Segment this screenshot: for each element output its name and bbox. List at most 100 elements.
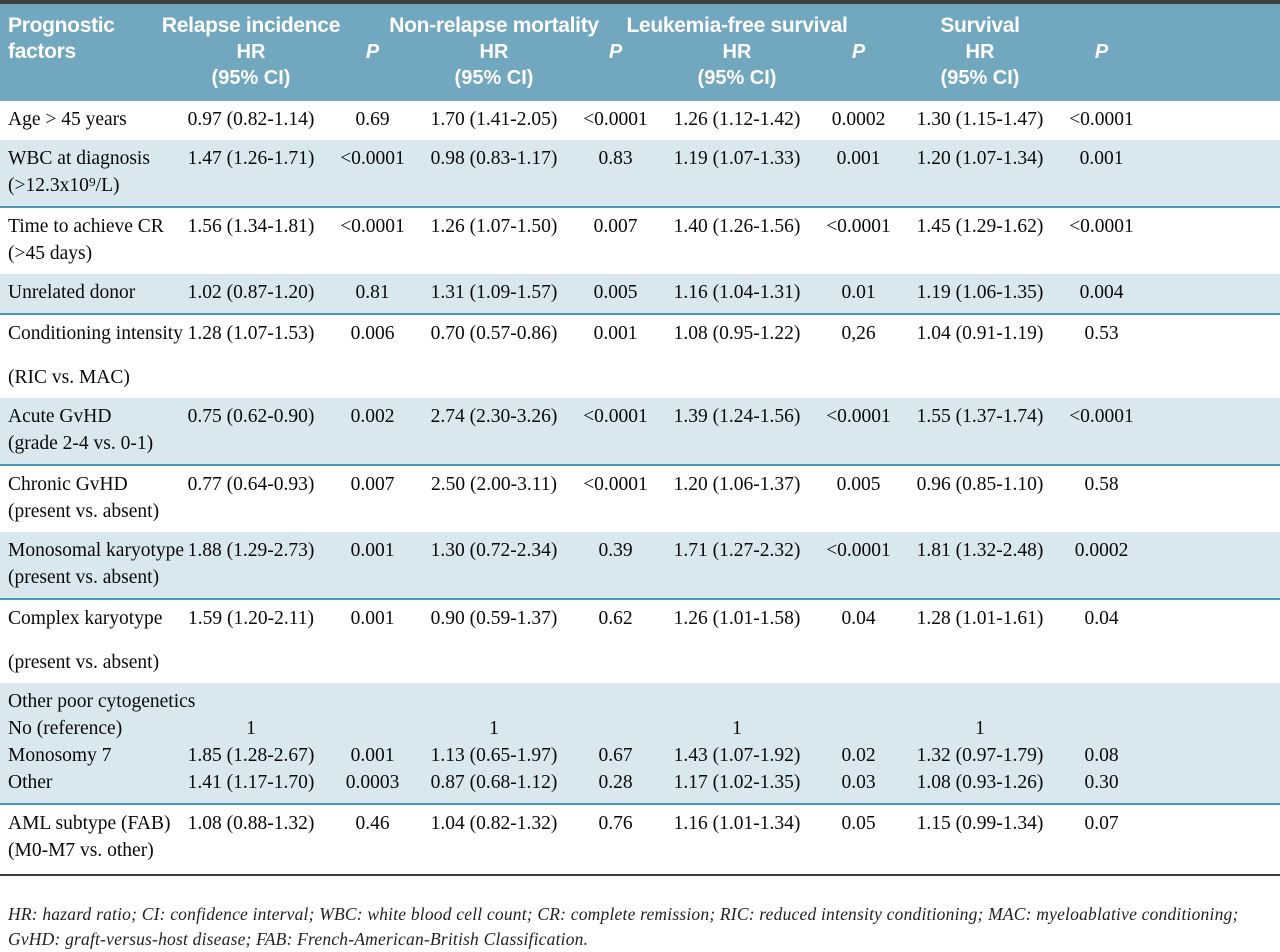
table-row-line: Complex karyotype 1.59 (1.20-2.11) 0.001 0.… xyxy=(0,605,1280,632)
p-value: 0.0003 xyxy=(345,772,400,793)
p-value xyxy=(808,364,909,391)
row-label: Complex karyotype xyxy=(8,608,163,629)
hr-value xyxy=(180,240,322,267)
table-row: Unrelated donor 1.02 (0.87-1.20) 0.81 1.31 … xyxy=(0,274,1280,315)
p-value xyxy=(808,498,909,525)
hr-value: 1.28 (1.07-1.53) xyxy=(187,323,315,344)
hr-value: 2.74 (2.30-3.26) xyxy=(430,406,558,427)
hr-value xyxy=(909,564,1051,591)
hr-value: 1.28 (1.01-1.61) xyxy=(916,608,1044,629)
p-value xyxy=(565,498,666,525)
p-value: 0.001 xyxy=(836,148,881,169)
hr-value xyxy=(666,240,808,267)
p-value xyxy=(808,430,909,457)
row-label: AML subtype (FAB) xyxy=(8,813,171,834)
p-value xyxy=(322,649,423,676)
column-group-title: Non-relapse mortality xyxy=(389,14,599,37)
p-value: 0.28 xyxy=(598,772,633,793)
p-value: <0.0001 xyxy=(340,216,405,237)
hr-value xyxy=(180,564,322,591)
p-value: 0.0002 xyxy=(831,109,886,130)
ci-column-header: (95% CI) xyxy=(211,67,291,89)
hr-value: 1.02 (0.87-1.20) xyxy=(187,282,315,303)
row-label: Conditioning intensity xyxy=(8,323,183,344)
hr-value: 1.59 (1.20-2.11) xyxy=(187,608,314,629)
table-row: AML subtype (FAB) 1.08 (0.88-1.32) 0.46 1.0… xyxy=(0,805,1280,871)
ci-column-header: (95% CI) xyxy=(697,67,777,89)
hr-value: 0.96 (0.85-1.10) xyxy=(916,474,1044,495)
p-value: 0.001 xyxy=(350,608,395,629)
hr-value xyxy=(666,688,808,715)
table-row: WBC at diagnosis 1.47 (1.26-1.71) <0.0001 0… xyxy=(0,140,1280,208)
p-value: 0.001 xyxy=(1079,148,1124,169)
p-value xyxy=(322,564,423,591)
hr-value: 0.98 (0.83-1.17) xyxy=(430,148,558,169)
hr-value: 0.77 (0.64-0.93) xyxy=(187,474,315,495)
row-label: Acute GvHD xyxy=(8,406,112,427)
hr-value xyxy=(423,837,565,864)
hr-value: 1.41 (1.17-1.70) xyxy=(187,772,315,793)
p-value xyxy=(565,172,666,199)
table-row: Time to achieve CR 1.56 (1.34-1.81) <0.000… xyxy=(0,208,1280,274)
table-row-line: Age > 45 years 0.97 (0.82-1.14) 0.69 1.70 (… xyxy=(0,106,1280,133)
hr-value xyxy=(909,837,1051,864)
hr-value xyxy=(180,172,322,199)
hr-value: 1.70 (1.41-2.05) xyxy=(430,109,558,130)
row-label: (>12.3x10⁹/L) xyxy=(8,175,120,196)
hr-value xyxy=(180,498,322,525)
p-value: <0.0001 xyxy=(1069,406,1134,427)
hr-column-header: HR xyxy=(722,41,752,63)
hr-value: 1.16 (1.04-1.31) xyxy=(673,282,801,303)
hr-value xyxy=(423,364,565,391)
hr-value: 1.20 (1.07-1.34) xyxy=(916,148,1044,169)
column-group-title: Leukemia-free survival xyxy=(626,14,848,37)
table-row-line: (grade 2-4 vs. 0-1) xyxy=(0,430,1280,457)
hr-value xyxy=(909,498,1051,525)
hr-value: 2.50 (2.00-3.11) xyxy=(430,474,557,495)
row-label: Other poor cytogenetics xyxy=(8,691,196,712)
hr-value: 1.31 (1.09-1.57) xyxy=(430,282,558,303)
row-label: (>45 days) xyxy=(8,243,93,264)
p-value xyxy=(565,715,666,742)
hr-value: 1.88 (1.29-2.73) xyxy=(187,540,315,561)
row-label: (RIC vs. MAC) xyxy=(8,367,130,388)
table-row-line: (M0-M7 vs. other) xyxy=(0,837,1280,864)
table-row-line: (>45 days) xyxy=(0,240,1280,267)
hr-value: 1.08 (0.95-1.22) xyxy=(673,323,801,344)
hr-value: 1.17 (1.02-1.35) xyxy=(673,772,801,793)
hr-value: 1.08 (0.88-1.32) xyxy=(187,813,315,834)
p-value xyxy=(322,430,423,457)
p-value xyxy=(565,564,666,591)
p-value xyxy=(322,240,423,267)
table-row-line: (present vs. absent) xyxy=(0,498,1280,525)
p-value xyxy=(808,649,909,676)
hr-value: 1.04 (0.82-1.32) xyxy=(430,813,558,834)
hr-value: 1.56 (1.34-1.81) xyxy=(187,216,315,237)
hr-value xyxy=(909,430,1051,457)
hr-value: 0.70 (0.57-0.86) xyxy=(430,323,558,344)
p-value xyxy=(1051,715,1152,742)
p-value xyxy=(808,564,909,591)
hr-value: 1.45 (1.29-1.62) xyxy=(916,216,1044,237)
hr-value xyxy=(666,564,808,591)
p-value xyxy=(808,240,909,267)
table-row-line: (>12.3x10⁹/L) xyxy=(0,172,1280,199)
p-value: 0.001 xyxy=(593,323,638,344)
table-row: Chronic GvHD 0.77 (0.64-0.93) 0.007 2.50 (2… xyxy=(0,466,1280,532)
hr-value: 1.47 (1.26-1.71) xyxy=(187,148,315,169)
hr-value: 1.55 (1.37-1.74) xyxy=(916,406,1044,427)
p-column-header: P xyxy=(365,41,380,63)
p-value: 0.0002 xyxy=(1074,540,1129,561)
ci-column-header: (95% CI) xyxy=(940,67,1020,89)
p-value xyxy=(1051,172,1152,199)
p-value: <0.0001 xyxy=(1069,109,1134,130)
p-value: <0.0001 xyxy=(583,109,648,130)
table-row-line: Other poor cytogenetics xyxy=(0,688,1280,715)
hr-value xyxy=(180,364,322,391)
table-row-line: (RIC vs. MAC) xyxy=(0,364,1280,391)
hr-value: 1.81 (1.32-2.48) xyxy=(916,540,1044,561)
p-value xyxy=(1051,498,1152,525)
row-label: Monosomal karyotype xyxy=(8,540,185,561)
row-label: Other xyxy=(8,772,53,793)
p-value: <0.0001 xyxy=(583,406,648,427)
